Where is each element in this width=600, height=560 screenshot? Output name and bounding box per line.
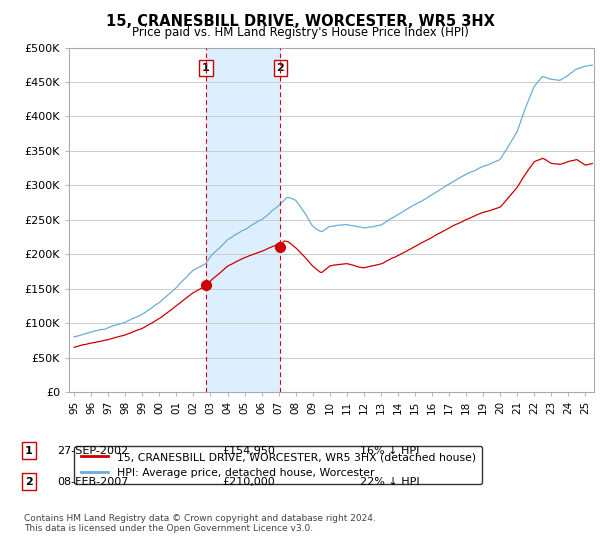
Text: 22% ↓ HPI: 22% ↓ HPI (360, 477, 419, 487)
Text: £154,950: £154,950 (222, 446, 275, 456)
Legend: 15, CRANESBILL DRIVE, WORCESTER, WR5 3HX (detached house), HPI: Average price, d: 15, CRANESBILL DRIVE, WORCESTER, WR5 3HX… (74, 446, 482, 484)
Text: 16% ↓ HPI: 16% ↓ HPI (360, 446, 419, 456)
Text: 1: 1 (25, 446, 32, 456)
Text: 2: 2 (25, 477, 32, 487)
Text: Contains HM Land Registry data © Crown copyright and database right 2024.
This d: Contains HM Land Registry data © Crown c… (24, 514, 376, 533)
Bar (206, 48, 280, 392)
Text: Price paid vs. HM Land Registry's House Price Index (HPI): Price paid vs. HM Land Registry's House … (131, 26, 469, 39)
Text: £210,000: £210,000 (222, 477, 275, 487)
Text: 27-SEP-2002: 27-SEP-2002 (57, 446, 128, 456)
Text: 1: 1 (202, 63, 210, 73)
Text: 08-FEB-2007: 08-FEB-2007 (57, 477, 128, 487)
Text: 2: 2 (277, 63, 284, 73)
Text: 15, CRANESBILL DRIVE, WORCESTER, WR5 3HX: 15, CRANESBILL DRIVE, WORCESTER, WR5 3HX (106, 14, 494, 29)
